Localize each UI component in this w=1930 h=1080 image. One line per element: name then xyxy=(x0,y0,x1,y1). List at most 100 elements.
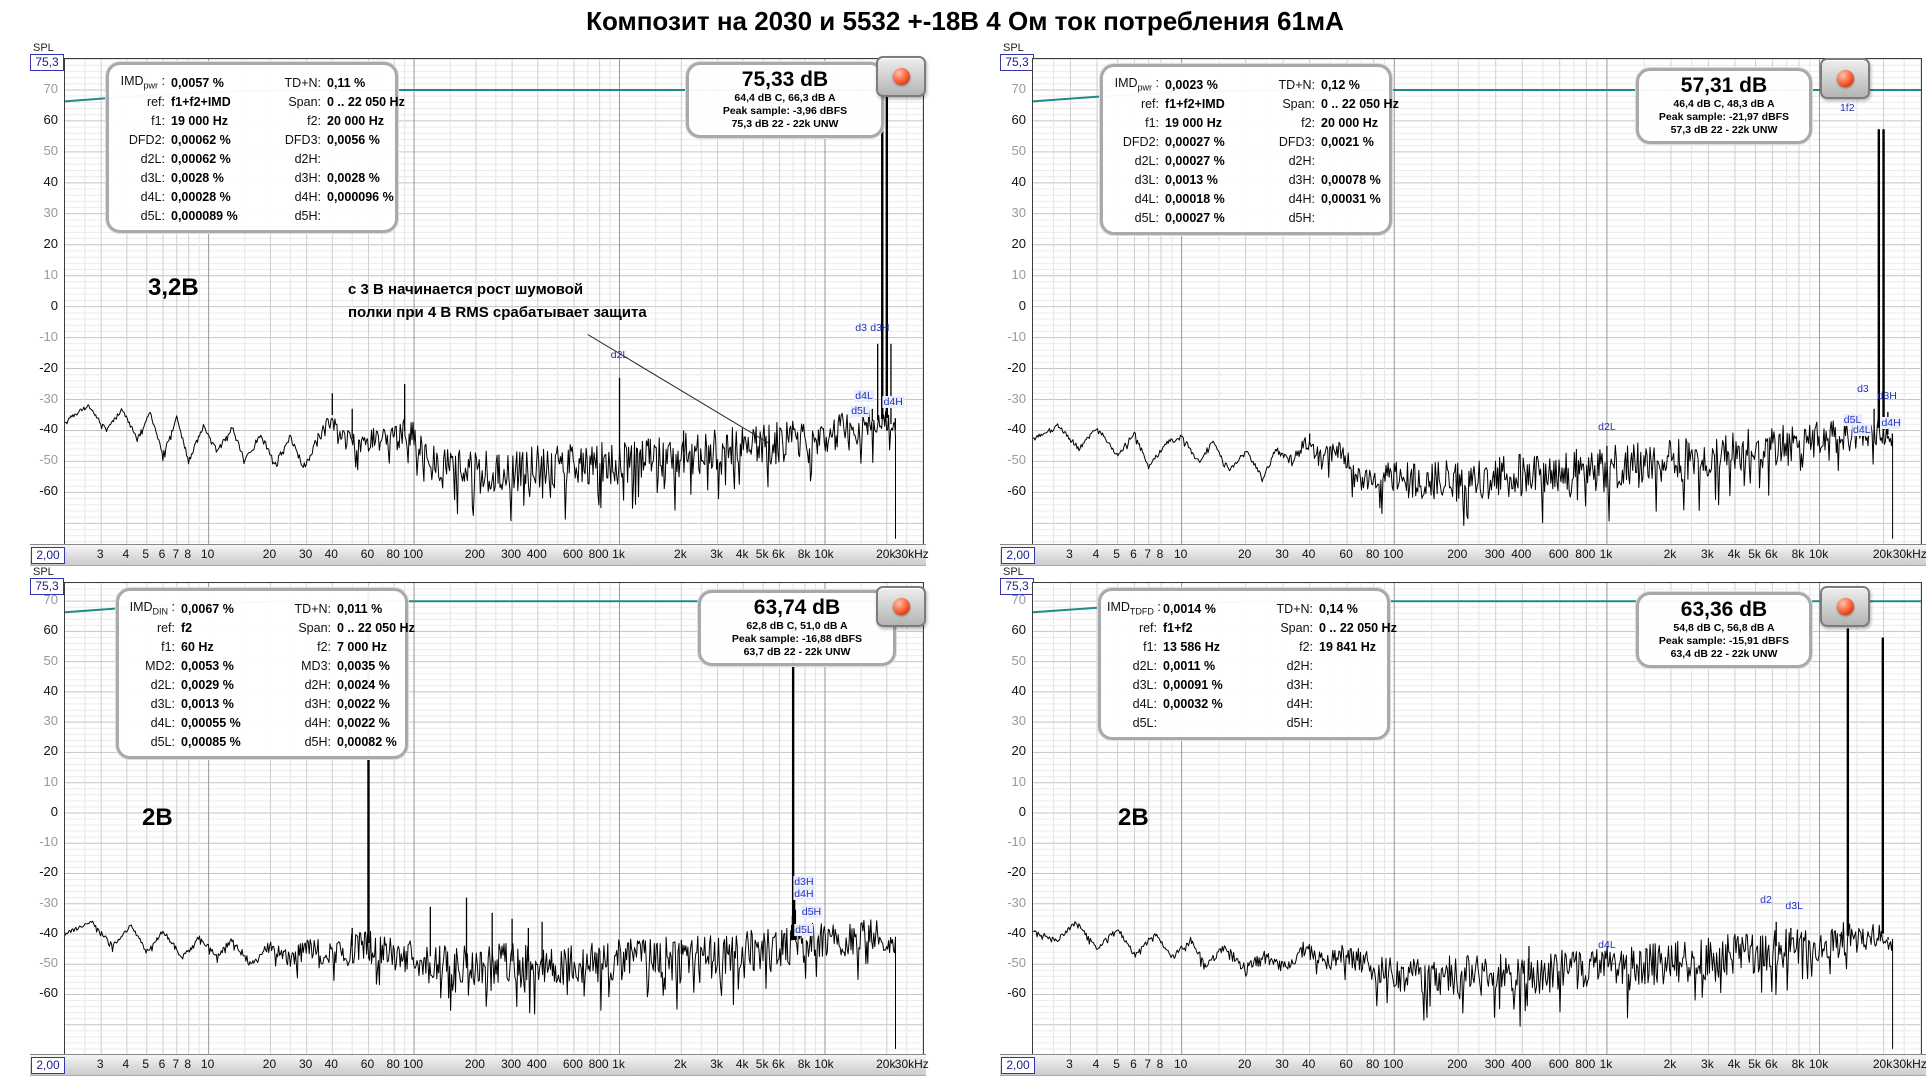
y-axis-label: 20 xyxy=(43,235,58,251)
imd-label: IMDpwr : xyxy=(120,74,165,91)
info-box: IMDpwr : 0,0057 % TD+N: 0,11 % ref: f1+f2+IMD… xyxy=(106,62,405,233)
info-label: d4L: xyxy=(1132,696,1157,711)
record-button[interactable] xyxy=(876,586,926,627)
x-tick-label: 3k xyxy=(710,547,723,561)
x-tick-label: 30kHz xyxy=(894,1057,929,1071)
record-button[interactable] xyxy=(1820,586,1870,627)
x-tick-label: 60 xyxy=(1339,1057,1353,1071)
x-tick-label: 6 xyxy=(1130,547,1137,561)
peak-label-d3H: d3H xyxy=(793,875,815,888)
info-value: 0,00028 % xyxy=(171,189,231,204)
info-row: ref: f1+f2+IMD Span: 0 .. 22 050 Hz xyxy=(115,92,405,111)
info-value: 0,0021 % xyxy=(1321,134,1374,149)
x-tick-label: 6k xyxy=(772,1057,785,1071)
x-tick-label: 800 xyxy=(588,547,609,561)
info-row: ref: f2 Span: 0 .. 22 050 Hz xyxy=(125,618,415,637)
x-tick-label: 3 xyxy=(1066,547,1073,561)
info-label: d3L: xyxy=(1132,677,1157,692)
x-tick-label: 5k xyxy=(755,1057,769,1071)
tdn-label: TD+N: xyxy=(284,75,321,90)
peak-label-d4H: d4H xyxy=(793,887,815,900)
info-row: d2L: 0,0011 % d2H: xyxy=(1107,656,1379,675)
y-range-box[interactable]: 75,3 xyxy=(1000,54,1034,71)
x-tick-label: 200 xyxy=(464,1057,485,1071)
peak-label-d3: d3 xyxy=(1857,383,1869,396)
readout-box: 63,36 dB 54,8 dB C, 56,8 dB A Peak sample:… xyxy=(1636,592,1812,668)
peak-label-d3: d3 xyxy=(855,321,867,334)
imd-sub: DIN xyxy=(152,606,169,617)
x-tick-label: 3 xyxy=(96,547,104,561)
y-range-box[interactable]: 75,3 xyxy=(30,54,64,71)
y-axis-label: -20 xyxy=(39,359,58,375)
x-tick-label: 800 xyxy=(1575,547,1596,561)
x-tick-label: 20 xyxy=(262,547,277,561)
y-axis-label: -60 xyxy=(1007,985,1026,1001)
panel-top-right: SPL 75,3 70 60 50 40 30 20 10 0 -10 -20 -30 -40 -50 -60… xyxy=(1000,42,1927,570)
info-label: ref: xyxy=(146,94,165,109)
x-tick-label: 2k xyxy=(1663,1057,1677,1071)
x-tick-label: 80 xyxy=(386,547,400,561)
info-label: Span: xyxy=(288,94,321,109)
x-tick-label: 8 xyxy=(184,1057,192,1071)
x-start-box[interactable]: 2,00 xyxy=(31,1057,65,1074)
info-label: d2L: xyxy=(1132,658,1157,673)
x-axis: 2,00 3 4 5 6 7 8 10 20 30 40 60 80 100 200 300 400 600 800… xyxy=(1000,544,1927,566)
x-tick-label: 800 xyxy=(588,1057,609,1071)
x-tick-label: 8 xyxy=(184,547,192,561)
y-axis-label: -40 xyxy=(1007,421,1026,437)
spectrum-trace xyxy=(1033,921,1894,1049)
info-value: 0,00027 % xyxy=(1165,134,1225,149)
y-axis-label: 0 xyxy=(1018,803,1026,819)
y-range-box[interactable]: 75,3 xyxy=(30,578,64,595)
record-button[interactable] xyxy=(876,56,926,97)
record-button[interactable] xyxy=(1820,58,1870,99)
x-tick-label: 10 xyxy=(1173,1057,1188,1071)
x-tick-label: 5k xyxy=(755,547,769,561)
info-value: 0,00062 % xyxy=(171,151,231,166)
imd-value: 0,0057 % xyxy=(171,75,224,90)
info-value: 0,00082 % xyxy=(337,734,397,749)
spl-axis-label: SPL xyxy=(33,566,54,578)
x-tick-label: 60 xyxy=(360,547,375,561)
y-axis-label: -60 xyxy=(1007,483,1026,499)
peak-label-d4L: d4L xyxy=(1598,939,1616,952)
x-tick-label: 300 xyxy=(1484,1057,1505,1071)
info-label: d2L: xyxy=(1134,153,1159,168)
info-row: IMDpwr : 0,0057 % TD+N: 0,11 % xyxy=(115,73,387,92)
x-tick-label: 6k xyxy=(1765,1057,1778,1071)
info-box: IMDDIN : 0,0067 % TD+N: 0,011 % ref: f2 Span: 0… xyxy=(116,588,415,759)
info-label: d2H: xyxy=(294,151,321,166)
info-label: MD2: xyxy=(145,658,175,673)
readout-db-value: 63,74 dB xyxy=(753,596,841,619)
x-start-box[interactable]: 2,00 xyxy=(1001,547,1035,564)
x-tick-label: 10 xyxy=(200,1057,215,1071)
x-axis: 2,00 3 4 5 6 7 8 10 20 30 40 60 80 100 200 300 400 600 800… xyxy=(30,1054,929,1076)
info-value: 13 586 Hz xyxy=(1163,639,1220,654)
info-label: d5H: xyxy=(304,734,331,749)
imd-label: IMDDIN : xyxy=(129,600,175,617)
x-tick-label: 30 xyxy=(298,547,313,561)
y-axis-label: 70 xyxy=(43,80,58,96)
x-start-box[interactable]: 2,00 xyxy=(31,547,65,564)
peak-label-d2L: d2L xyxy=(1598,420,1616,433)
y-axis-label: 20 xyxy=(43,743,58,759)
x-tick-label: 7 xyxy=(172,1057,180,1071)
x-tick-label: 400 xyxy=(1511,1057,1532,1071)
info-value: 0,0022 % xyxy=(337,696,390,711)
info-value: 0,0053 % xyxy=(181,658,234,673)
info-label: ref: xyxy=(156,620,175,635)
x-start-box[interactable]: 2,00 xyxy=(1001,1057,1035,1074)
x-tick-label: 4k xyxy=(735,1057,749,1071)
y-axis-label: 40 xyxy=(1011,173,1026,189)
spectrum-trace xyxy=(65,919,896,1049)
x-tick-label: 7 xyxy=(1144,1057,1152,1071)
x-tick-label: 600 xyxy=(1548,1057,1569,1071)
tdn-label: TD+N: xyxy=(1276,601,1313,616)
x-tick-label: 4 xyxy=(122,1057,130,1071)
info-label: f2: xyxy=(1301,115,1315,130)
y-axis-label: 40 xyxy=(43,682,58,698)
x-tick-label: 600 xyxy=(562,547,583,561)
x-tick-label: 20 xyxy=(262,1057,277,1071)
info-value: 0,00055 % xyxy=(181,715,241,730)
info-row: ref: f1+f2 Span: 0 .. 22 050 Hz xyxy=(1107,618,1397,637)
